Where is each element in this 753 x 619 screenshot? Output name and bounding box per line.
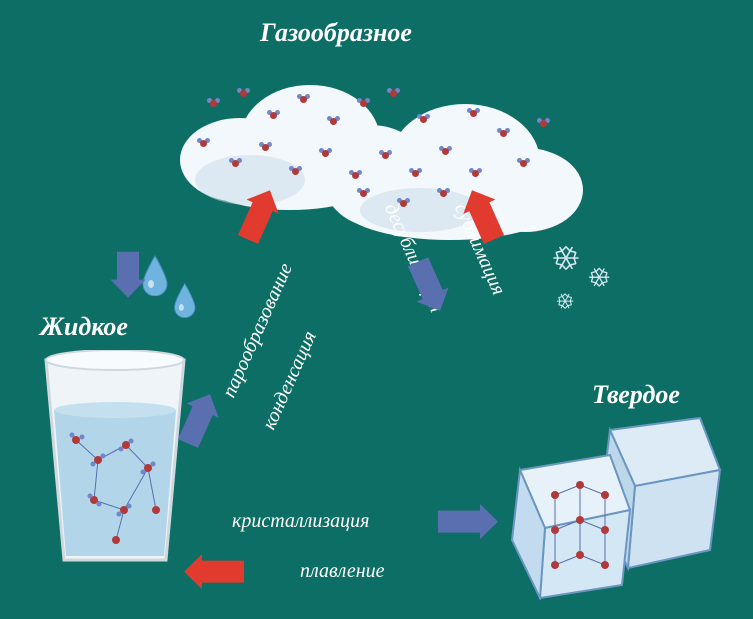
molecule xyxy=(330,118,337,125)
cloud-front-svg xyxy=(310,90,590,240)
molecule xyxy=(382,152,389,159)
arrow-icon xyxy=(184,554,244,589)
molecule xyxy=(300,96,307,103)
molecule xyxy=(210,100,217,107)
molecule xyxy=(500,130,507,137)
molecule xyxy=(352,172,359,179)
snowflake-icon xyxy=(588,266,610,288)
molecule xyxy=(270,112,277,119)
snowflake-icon xyxy=(556,292,574,310)
molecule xyxy=(360,190,367,197)
label-crystallization: кристаллизация xyxy=(232,510,369,533)
molecule xyxy=(472,170,479,177)
raindrop-icon xyxy=(172,282,198,318)
arrow-icon xyxy=(438,504,498,539)
arrow-icon xyxy=(402,254,456,318)
label-condensation: конденсация xyxy=(258,328,322,434)
molecule xyxy=(520,160,527,167)
label-melting: плавление xyxy=(300,560,385,583)
arrow-crystallization xyxy=(438,504,498,544)
label-solid: Твердое xyxy=(592,380,680,410)
ice-svg xyxy=(500,400,730,600)
molecule xyxy=(322,150,329,157)
molecule xyxy=(420,116,427,123)
arrow-icon xyxy=(110,252,145,298)
molecule xyxy=(262,144,269,151)
label-liquid: Жидкое xyxy=(40,312,128,342)
arrow-melting xyxy=(184,549,244,589)
ice-solid xyxy=(500,400,730,605)
molecule xyxy=(232,160,239,167)
molecule xyxy=(442,148,449,155)
label-gas: Газообразное xyxy=(260,18,412,48)
molecule xyxy=(292,168,299,175)
snowflake-icon xyxy=(552,244,580,272)
molecule xyxy=(412,170,419,177)
glass-liquid xyxy=(36,350,194,575)
molecule xyxy=(540,120,547,127)
molecule xyxy=(440,190,447,197)
molecule xyxy=(390,90,397,97)
molecule xyxy=(360,100,367,107)
molecule xyxy=(200,140,207,147)
diagram-stage: Газообразное Жидкое Твердое парообразова… xyxy=(0,0,753,619)
cloud-front xyxy=(310,90,590,245)
glass-svg xyxy=(36,350,194,570)
molecule xyxy=(240,90,247,97)
arrow-rain-down xyxy=(105,252,145,298)
molecule xyxy=(470,110,477,117)
